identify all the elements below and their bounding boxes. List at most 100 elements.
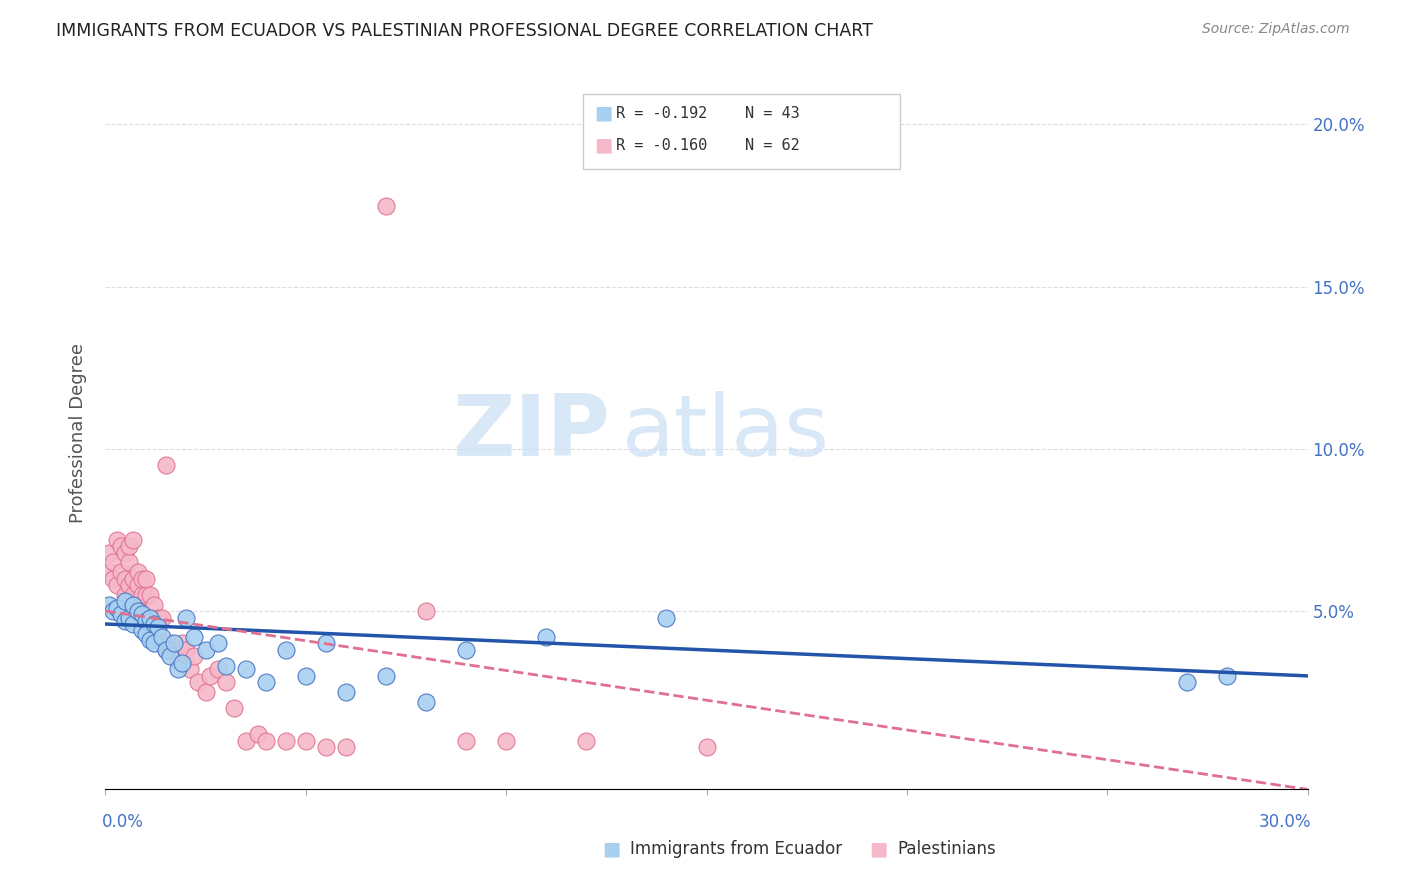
- Point: [118, 555, 141, 569]
- Point: [142, 636, 165, 650]
- Point: [107, 578, 129, 592]
- Point: [103, 572, 125, 586]
- Point: [170, 656, 193, 670]
- Text: IMMIGRANTS FROM ECUADOR VS PALESTINIAN PROFESSIONAL DEGREE CORRELATION CHART: IMMIGRANTS FROM ECUADOR VS PALESTINIAN P…: [56, 22, 873, 40]
- Text: R = -0.192: R = -0.192: [616, 106, 707, 120]
- Point: [166, 662, 188, 676]
- Text: 0.0%: 0.0%: [101, 813, 143, 831]
- Text: 30.0%: 30.0%: [1258, 813, 1312, 831]
- Point: [135, 614, 157, 628]
- Point: [122, 617, 145, 632]
- Text: Palestinians: Palestinians: [897, 840, 995, 858]
- Point: [274, 643, 297, 657]
- Point: [122, 598, 145, 612]
- Point: [107, 600, 129, 615]
- Point: [146, 610, 169, 624]
- Point: [114, 594, 136, 608]
- Point: [98, 598, 121, 612]
- Point: [131, 588, 153, 602]
- Point: [122, 533, 145, 547]
- Point: [454, 643, 477, 657]
- Point: [235, 733, 257, 747]
- Point: [194, 643, 217, 657]
- Point: [98, 565, 121, 579]
- Point: [495, 733, 517, 747]
- Point: [103, 555, 125, 569]
- Point: [1177, 675, 1199, 690]
- Point: [415, 695, 437, 709]
- Point: [127, 604, 149, 618]
- Point: [146, 630, 169, 644]
- Point: [131, 572, 153, 586]
- Point: [254, 675, 277, 690]
- Point: [1216, 669, 1239, 683]
- Point: [131, 607, 153, 622]
- Text: Immigrants from Ecuador: Immigrants from Ecuador: [630, 840, 842, 858]
- Point: [166, 653, 188, 667]
- Text: R = -0.160: R = -0.160: [616, 138, 707, 153]
- Point: [135, 588, 157, 602]
- Point: [142, 617, 165, 632]
- Point: [198, 669, 221, 683]
- Point: [135, 626, 157, 640]
- Point: [174, 610, 197, 624]
- Point: [159, 636, 181, 650]
- Point: [183, 649, 205, 664]
- Point: [127, 565, 149, 579]
- Text: ■: ■: [602, 839, 621, 859]
- Point: [159, 649, 181, 664]
- Point: [142, 620, 165, 634]
- Point: [138, 610, 160, 624]
- Point: [131, 624, 153, 638]
- Point: [135, 572, 157, 586]
- Point: [155, 643, 177, 657]
- Point: [295, 733, 318, 747]
- Point: [179, 662, 201, 676]
- Point: [138, 633, 160, 648]
- Y-axis label: Professional Degree: Professional Degree: [69, 343, 87, 523]
- Text: ■: ■: [595, 103, 613, 123]
- Point: [114, 588, 136, 602]
- Point: [146, 620, 169, 634]
- Point: [150, 610, 173, 624]
- Point: [254, 733, 277, 747]
- Point: [655, 610, 678, 624]
- Point: [374, 669, 398, 683]
- Point: [107, 533, 129, 547]
- Point: [118, 539, 141, 553]
- Point: [696, 740, 718, 755]
- Point: [214, 675, 236, 690]
- Point: [114, 614, 136, 628]
- Point: [114, 572, 136, 586]
- Point: [131, 604, 153, 618]
- Point: [118, 578, 141, 592]
- Point: [575, 733, 598, 747]
- Point: [150, 630, 173, 644]
- Point: [295, 669, 318, 683]
- Point: [454, 733, 477, 747]
- Point: [110, 607, 132, 622]
- Point: [114, 546, 136, 560]
- Point: [170, 636, 193, 650]
- Text: ■: ■: [595, 136, 613, 155]
- Text: N = 43: N = 43: [745, 106, 800, 120]
- Point: [415, 604, 437, 618]
- Point: [207, 636, 229, 650]
- Point: [162, 636, 184, 650]
- Point: [174, 643, 197, 657]
- Point: [155, 458, 177, 472]
- Point: [194, 685, 217, 699]
- Point: [142, 598, 165, 612]
- Point: [127, 598, 149, 612]
- Point: [222, 701, 245, 715]
- Point: [138, 588, 160, 602]
- Point: [127, 578, 149, 592]
- Point: [315, 636, 337, 650]
- Point: [150, 636, 173, 650]
- Point: [155, 643, 177, 657]
- Point: [315, 740, 337, 755]
- Point: [207, 662, 229, 676]
- Point: [335, 685, 357, 699]
- Text: N = 62: N = 62: [745, 138, 800, 153]
- Point: [374, 198, 398, 212]
